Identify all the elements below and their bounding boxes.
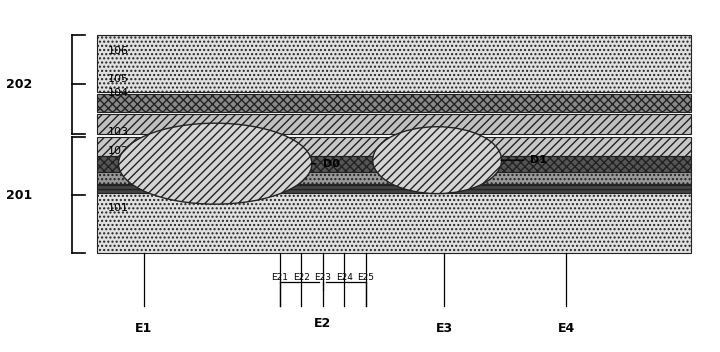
Ellipse shape (373, 127, 502, 194)
Bar (97, 193, 691, 253)
Text: 201: 201 (6, 189, 32, 202)
Bar (97, 156, 691, 172)
Text: 202: 202 (6, 78, 32, 91)
Bar (97, 137, 691, 156)
Text: E3: E3 (436, 322, 453, 335)
Text: 105: 105 (108, 74, 129, 84)
Text: 104: 104 (108, 88, 129, 98)
Text: E24: E24 (336, 273, 353, 282)
Text: 101: 101 (108, 203, 129, 213)
Bar (97, 172, 691, 184)
Text: D0: D0 (323, 159, 339, 169)
Text: E1: E1 (135, 322, 152, 335)
Text: E4: E4 (557, 322, 575, 335)
Text: D1: D1 (530, 155, 547, 165)
Text: 106: 106 (108, 46, 129, 56)
Text: E21: E21 (271, 273, 288, 282)
Text: E22: E22 (292, 273, 310, 282)
Text: E23: E23 (314, 273, 331, 282)
Text: 102: 102 (108, 146, 129, 156)
Ellipse shape (119, 123, 312, 204)
Bar (97, 94, 691, 112)
Bar (97, 114, 691, 134)
Text: 103: 103 (108, 127, 129, 137)
Text: E25: E25 (357, 273, 374, 282)
Bar (97, 184, 691, 193)
Bar (97, 35, 691, 92)
Text: E2: E2 (314, 317, 331, 330)
